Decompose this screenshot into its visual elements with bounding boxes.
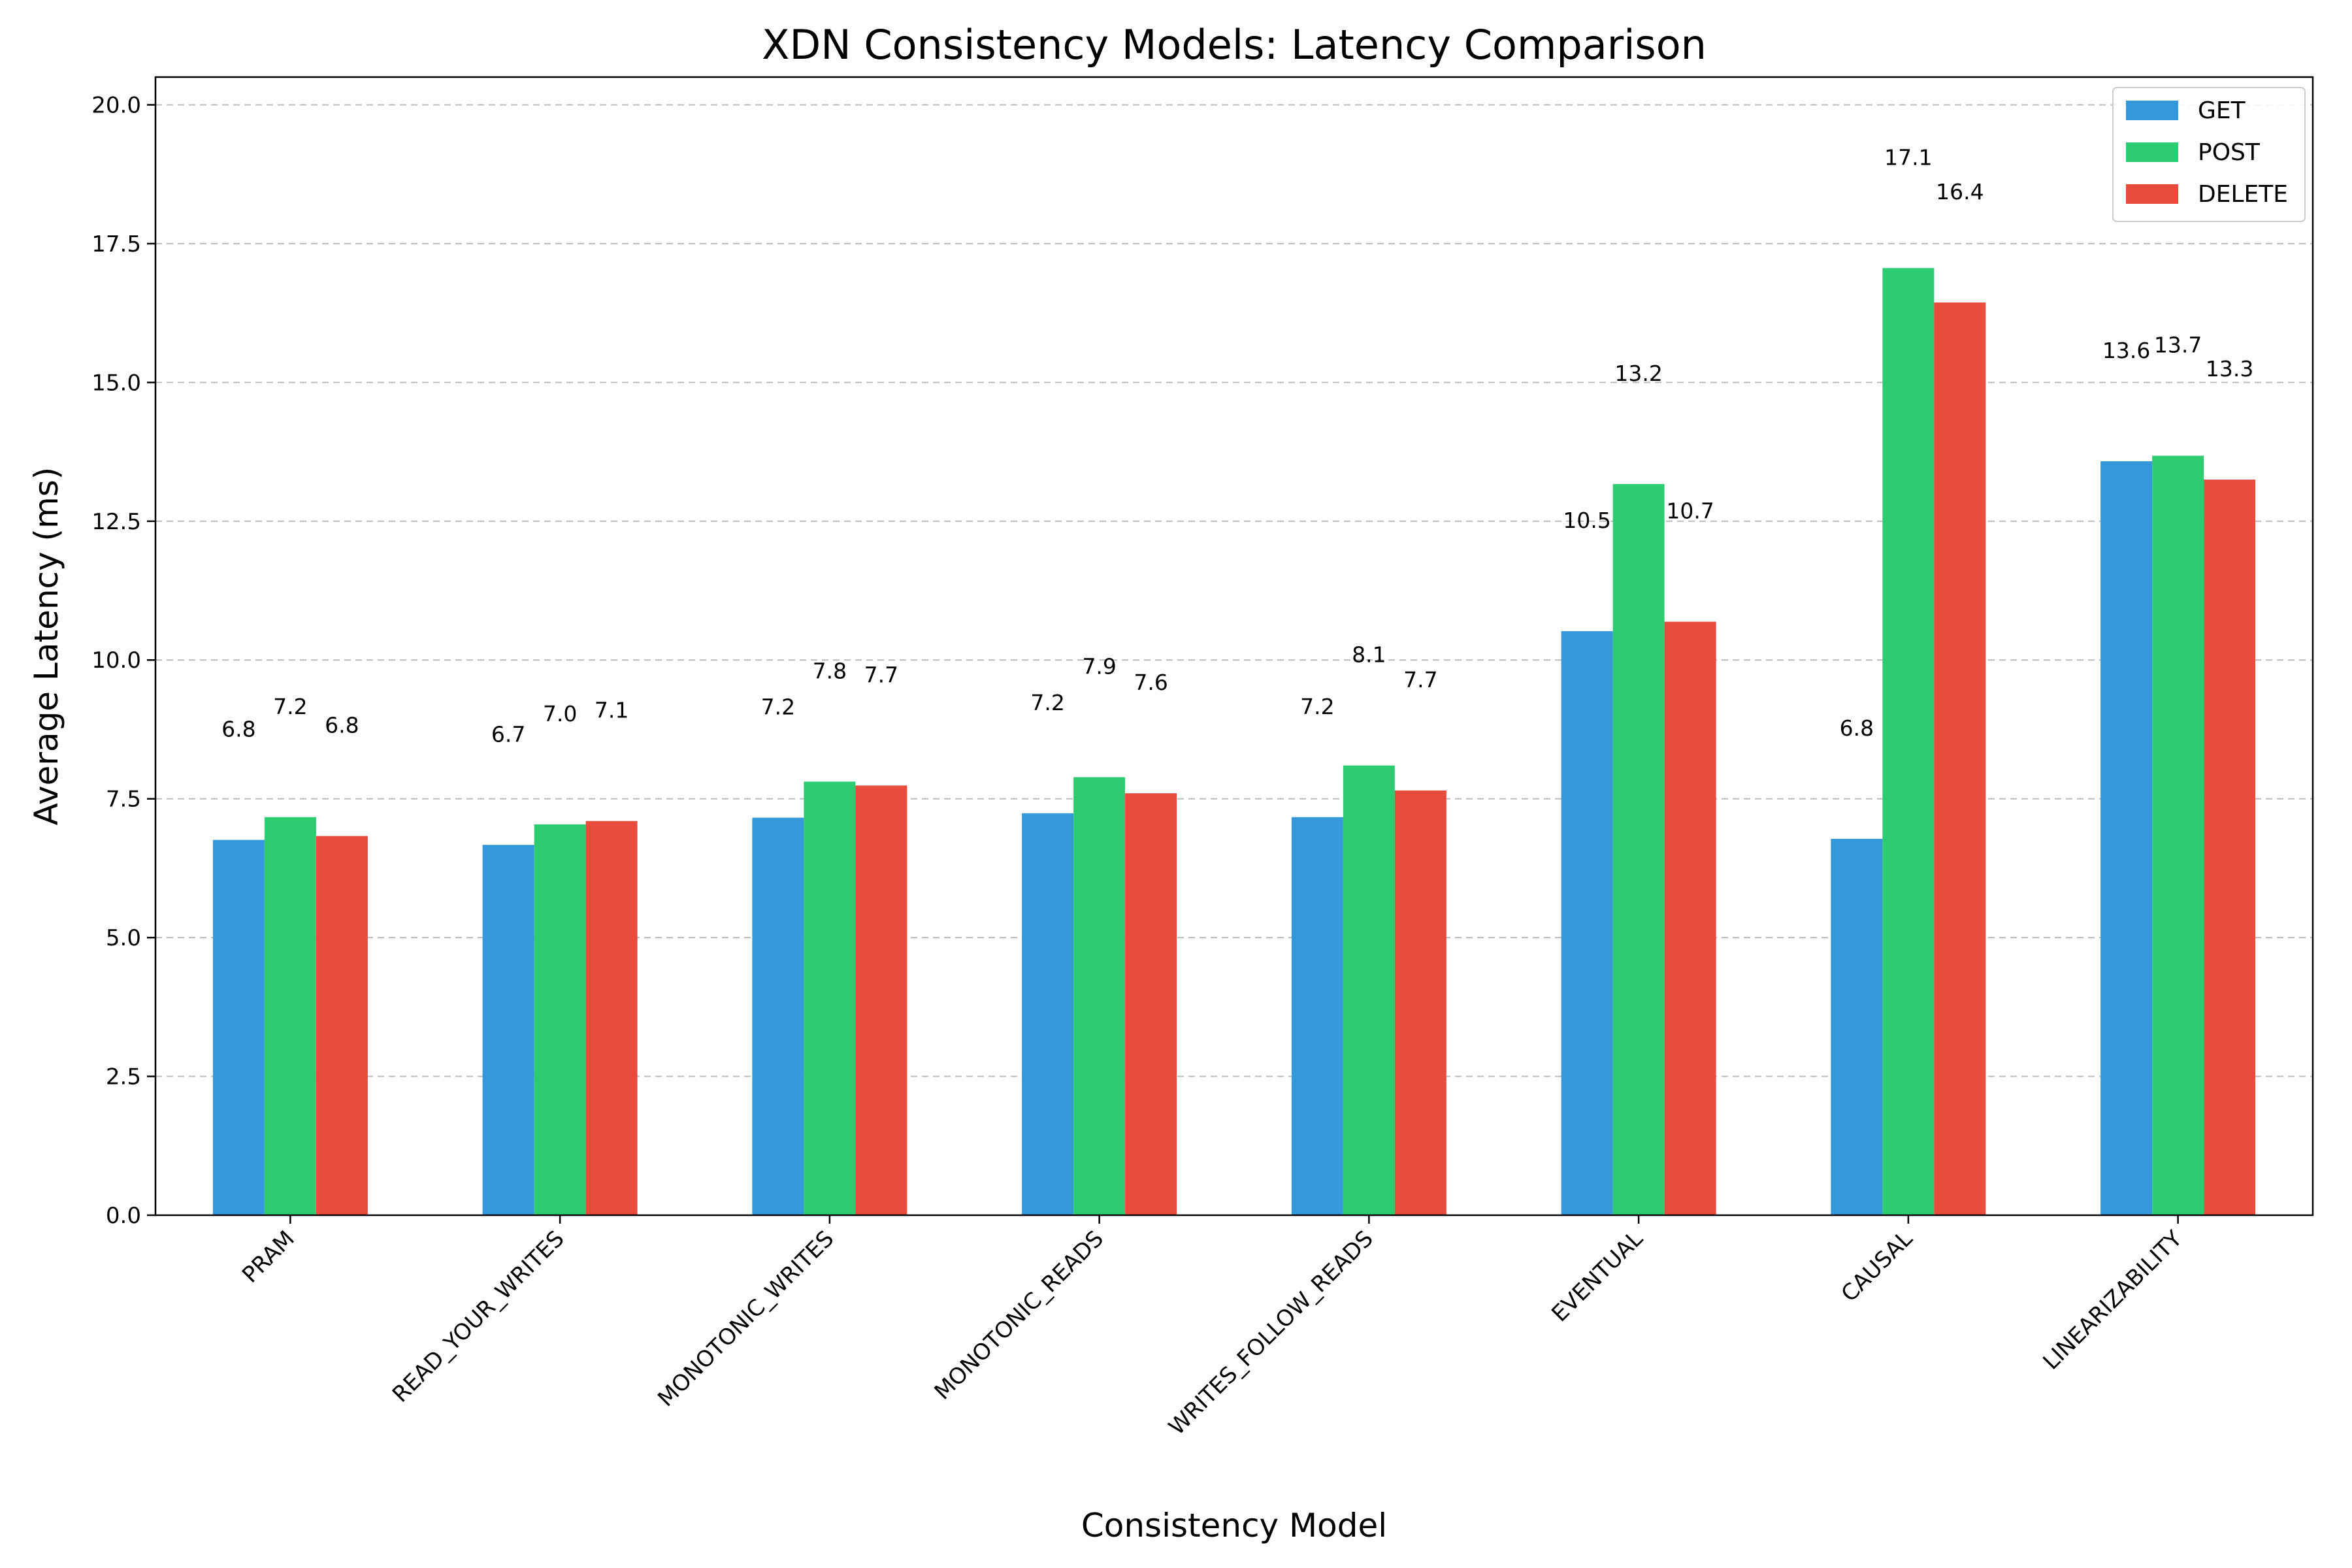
data-label: 13.6 [2102,338,2150,363]
bar-post [804,781,856,1215]
data-label: 7.2 [1300,694,1334,719]
legend-label-get: GET [2198,97,2246,124]
bar-get [1561,631,1613,1215]
chart-title: XDN Consistency Models: Latency Comparis… [762,21,1707,69]
data-labels: 6.8 7.2 6.8 6.7 7.0 7.1 7.2 7.8 7.7 7.2 7.9 7.6 7.2 8… [221,144,2253,747]
data-label: 7.2 [1030,690,1064,715]
data-label: 6.8 [221,717,255,742]
data-label: 6.7 [491,721,525,747]
data-label: 7.7 [1403,667,1437,693]
bar-post [1612,483,1665,1215]
legend-swatch-post [2126,142,2178,162]
bar-delete [316,836,368,1215]
legend-label-post: POST [2198,139,2261,166]
data-label: 7.1 [595,698,629,723]
legend-label-delete: DELETE [2198,181,2288,208]
data-label: 7.8 [813,658,847,683]
y-tick-label: 7.5 [106,787,141,813]
y-tick-label: 12.5 [91,509,141,535]
bar-delete [1934,302,1986,1215]
bar-post [534,824,586,1215]
data-label: 7.0 [543,701,577,727]
bar-post [264,817,316,1215]
bar-get [212,840,265,1215]
legend-swatch-get [2126,101,2178,120]
bar-delete [855,785,907,1215]
legend-swatch-delete [2126,184,2178,204]
bar-get [1291,817,1343,1215]
plot-frame [154,76,2314,1217]
y-tick-label: 20.0 [91,92,141,118]
y-tick-label: 5.0 [106,925,141,951]
data-label: 13.7 [2154,333,2202,358]
bar-post [2152,455,2204,1215]
legend: GET POST DELETE [2112,87,2306,222]
y-tick-label: 17.5 [91,231,141,257]
y-tick-label: 2.5 [106,1064,141,1090]
bar-post [1073,777,1126,1215]
data-label: 6.8 [325,713,359,738]
bar-delete [1664,621,1716,1215]
bar-delete [1394,790,1446,1215]
bar-get [752,817,804,1215]
data-label: 13.3 [2206,356,2253,382]
data-label: 13.2 [1614,361,1662,386]
data-label: 7.7 [864,662,898,687]
bar-delete [1125,793,1177,1215]
y-tick-label: 10.0 [91,647,141,674]
data-label: 17.1 [1884,144,1932,170]
data-label: 7.2 [761,694,795,720]
data-label: 6.8 [1840,715,1874,741]
bar-delete [585,821,638,1215]
y-axis: 0.0 2.5 5.0 7.5 10.0 12.5 15.0 17.5 20.0 [91,92,155,1229]
data-label: 7.6 [1134,670,1168,695]
data-label: 10.7 [1666,498,1714,524]
y-tick-label: 15.0 [91,370,141,396]
data-label: 16.4 [1936,179,1984,204]
data-label: 8.1 [1352,642,1386,668]
data-label: 10.5 [1563,508,1610,533]
bar-post [1882,268,1935,1215]
bar-get [1831,838,1883,1215]
bar-post [1343,765,1395,1215]
bar-get [1022,813,1074,1215]
data-label: 7.2 [273,694,307,719]
x-axis-title: Consistency Model [1081,1507,1387,1544]
y-axis-title: Average Latency (ms) [27,467,65,826]
bar-get [482,845,534,1215]
bars [212,268,2256,1215]
y-tick-label: 0.0 [106,1203,141,1229]
data-label: 7.9 [1082,654,1116,679]
bar-delete [2204,480,2256,1215]
bar-get [2100,461,2153,1215]
